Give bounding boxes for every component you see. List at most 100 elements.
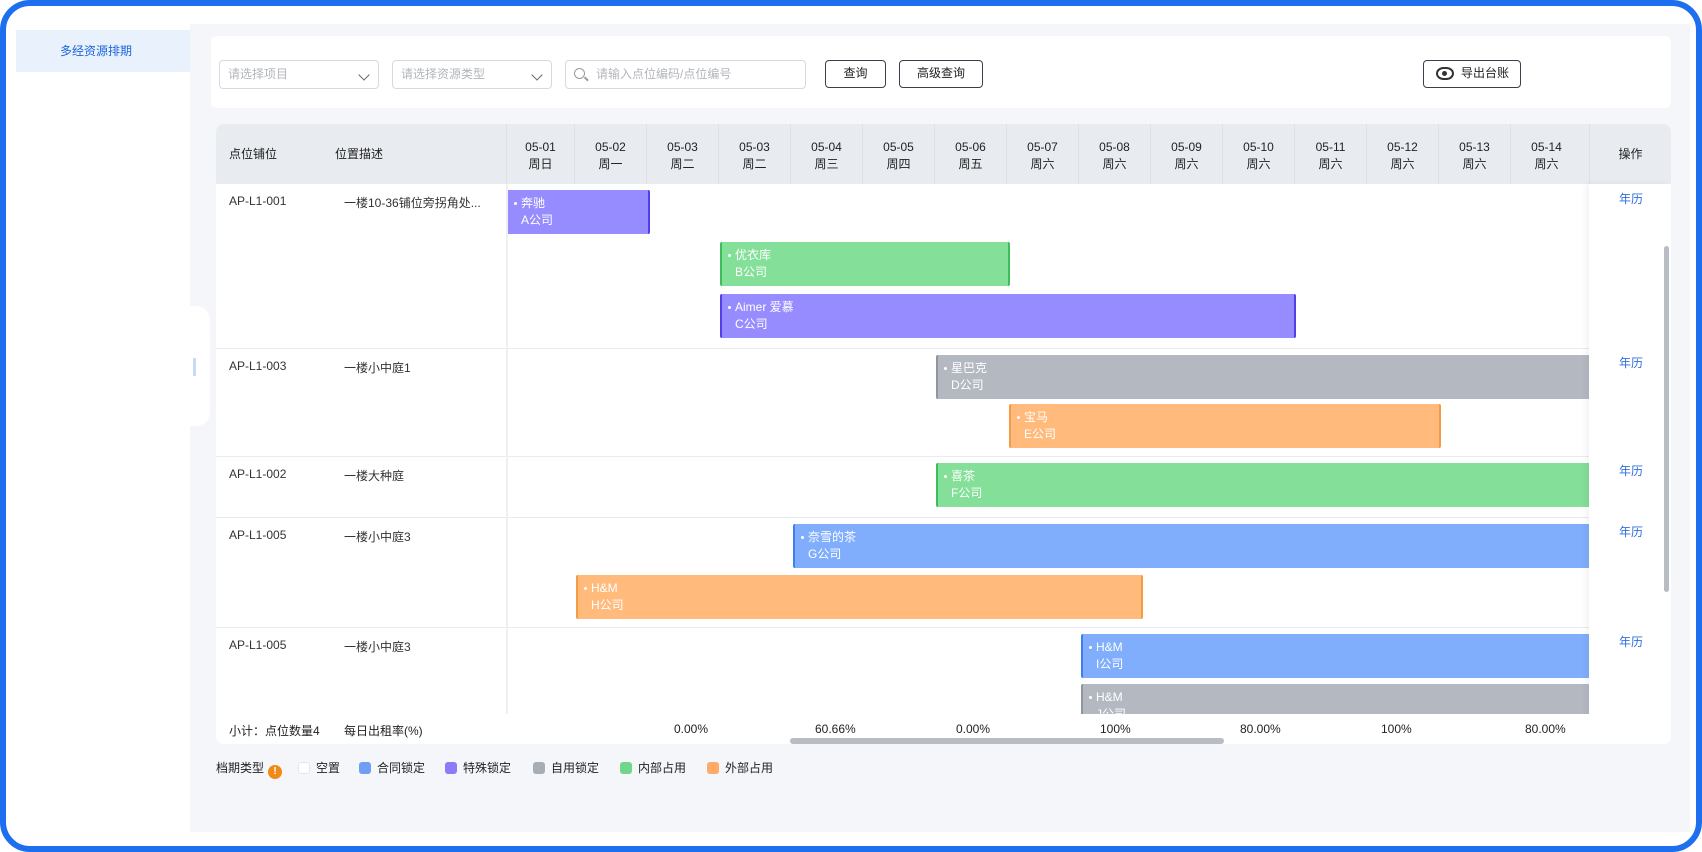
legend-label: 外部占用: [725, 761, 774, 775]
row-point-code: AP-L1-003: [229, 359, 287, 373]
query-button[interactable]: 查询: [825, 60, 886, 88]
sidebar-collapse-handle[interactable]: [188, 306, 210, 426]
handle-grip-icon: [193, 358, 196, 376]
weekday-label: 周二: [670, 157, 695, 171]
search-input[interactable]: 请输入点位编码/点位编号: [565, 60, 806, 89]
weekday-label: 周六: [1318, 157, 1343, 171]
date-column-header: 05-12 周六: [1366, 124, 1438, 184]
table-row: AP-L1-005 一楼小中庭3 奈雪的茶 G公司 H&M H公司: [216, 517, 1671, 627]
legend-title: 档期类型!: [216, 760, 283, 779]
legend-swatch-blue: [359, 762, 371, 774]
project-select-placeholder: 请选择项目: [228, 67, 289, 81]
daily-rate-value: 100%: [1381, 722, 1412, 736]
date-label: 05-11: [1315, 140, 1346, 154]
search-icon: [574, 68, 585, 79]
date-label: 05-03: [667, 140, 698, 154]
row-point-code: AP-L1-005: [229, 528, 287, 542]
booking-company: I公司: [1096, 657, 1124, 671]
row-point-code: AP-L1-001: [229, 194, 287, 208]
date-label: 05-06: [955, 140, 986, 154]
date-label: 05-03: [739, 140, 770, 154]
booking-brand: H&M: [591, 581, 618, 595]
filter-toolbar: 请选择项目 请选择资源类型 请输入点位编码/点位编号 查询 高级查询 导出台账: [211, 36, 1671, 108]
date-column-header: 05-05 周四: [862, 124, 934, 184]
export-ledger-button[interactable]: 导出台账: [1423, 60, 1521, 88]
daily-rate-value: 80.00%: [1240, 722, 1281, 736]
legend-title-text: 档期类型: [216, 761, 265, 775]
booking-bar[interactable]: Aimer 爱慕 C公司: [720, 294, 1296, 338]
header-location-desc: 位置描述: [335, 147, 384, 161]
booking-company: D公司: [951, 378, 984, 392]
booking-brand: 宝马: [1024, 410, 1049, 424]
daily-rate-value: 0.00%: [956, 722, 991, 736]
legend-label: 内部占用: [638, 761, 687, 775]
booking-bar[interactable]: 宝马 E公司: [1009, 404, 1441, 448]
weekday-label: 周六: [1030, 157, 1055, 171]
legend-item-internal: 内部占用: [620, 760, 686, 776]
table-row: AP-L1-001 一楼10-36铺位旁拐角处... 奔驰 A公司 优衣库 B公司 …: [216, 184, 1671, 348]
booking-bar[interactable]: 星巴克 D公司: [936, 355, 1596, 399]
date-column-header: 05-03 周二: [718, 124, 790, 184]
date-label: 05-13: [1459, 140, 1490, 154]
resource-type-placeholder: 请选择资源类型: [401, 67, 486, 81]
date-label: 05-10: [1243, 140, 1274, 154]
header-operation: 操作: [1589, 124, 1671, 184]
weekday-label: 周六: [1534, 157, 1559, 171]
booking-bar[interactable]: 优衣库 B公司: [720, 242, 1010, 286]
daily-rate-label: 每日出租率(%): [344, 724, 423, 738]
weekday-label: 周一: [598, 157, 623, 171]
booking-company: B公司: [735, 265, 768, 279]
export-ledger-label: 导出台账: [1460, 66, 1509, 80]
project-select[interactable]: 请选择项目: [219, 60, 379, 89]
calendar-link[interactable]: 年历: [1619, 464, 1644, 478]
row-location-desc: 一楼小中庭3: [344, 530, 411, 544]
legend-swatch-orange: [707, 762, 719, 774]
date-label: 05-07: [1027, 140, 1058, 154]
booking-brand: H&M: [1096, 640, 1123, 654]
legend-item-vacant: 空置: [298, 760, 340, 776]
legend-swatch-purple: [445, 762, 457, 774]
resource-type-select[interactable]: 请选择资源类型: [392, 60, 552, 89]
sidebar-item-resource-schedule[interactable]: 多经资源排期: [16, 30, 190, 72]
booking-brand: Aimer 爱慕: [735, 300, 794, 314]
daily-rate-value: 60.66%: [815, 722, 856, 736]
weekday-label: 周三: [814, 157, 839, 171]
table-row: AP-L1-003 一楼小中庭1 星巴克 D公司 宝马 E公司: [216, 348, 1671, 456]
legend-item-special: 特殊锁定: [445, 760, 511, 776]
booking-brand: H&M: [1096, 690, 1123, 704]
advanced-query-button[interactable]: 高级查询: [899, 60, 983, 88]
fixed-column-divider: [506, 184, 508, 714]
booking-company: H公司: [591, 598, 624, 612]
vertical-scrollbar[interactable]: [1664, 246, 1669, 592]
date-column-header: 05-07 周六: [1006, 124, 1078, 184]
booking-bar[interactable]: 奈雪的茶 G公司: [793, 524, 1596, 568]
horizontal-scrollbar[interactable]: [790, 738, 1224, 744]
calendar-link[interactable]: 年历: [1619, 525, 1644, 539]
weekday-label: 周六: [1462, 157, 1487, 171]
row-point-code: AP-L1-002: [229, 467, 287, 481]
booking-bar[interactable]: 喜茶 F公司: [936, 463, 1596, 507]
legend-label: 合同锁定: [377, 761, 426, 775]
calendar-link[interactable]: 年历: [1619, 356, 1644, 370]
booking-bar[interactable]: H&M H公司: [576, 575, 1143, 619]
calendar-link[interactable]: 年历: [1619, 635, 1644, 649]
daily-rate-value: 80.00%: [1525, 722, 1566, 736]
calendar-link[interactable]: 年历: [1619, 192, 1644, 206]
date-column-header: 05-04 周三: [790, 124, 862, 184]
grid-header: 点位铺位 位置描述 05-01 周日 05-02 周一 05-03 周二 05-03 周二 05…: [216, 124, 1671, 184]
legend-swatch-gray: [533, 762, 545, 774]
booking-brand: 优衣库: [735, 248, 772, 262]
chevron-down-icon: [358, 69, 370, 81]
legend-swatch-white: [298, 762, 310, 774]
booking-brand: 奈雪的茶: [808, 530, 857, 544]
booking-bar[interactable]: 奔驰 A公司: [506, 190, 650, 234]
warning-icon[interactable]: !: [268, 765, 283, 779]
date-column-header: 05-09 周六: [1150, 124, 1222, 184]
row-location-desc: 一楼大种庭: [344, 469, 405, 483]
daily-rate-value: 100%: [1100, 722, 1131, 736]
date-label: 05-08: [1099, 140, 1130, 154]
date-label: 05-12: [1387, 140, 1418, 154]
booking-bar[interactable]: H&M I公司: [1081, 634, 1596, 678]
